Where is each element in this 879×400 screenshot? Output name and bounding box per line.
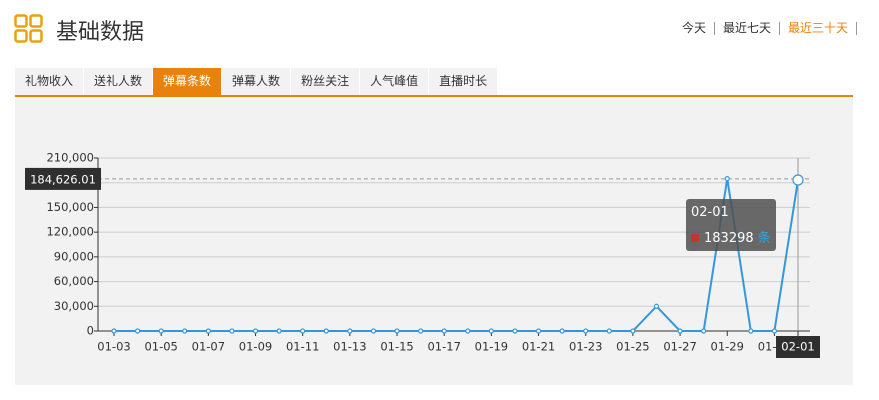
data-point: [252, 328, 259, 334]
y-tick-label: 210,000: [46, 151, 94, 165]
tooltip: 02-01 183298 条: [686, 199, 776, 251]
x-tick-label: 01-23: [569, 340, 602, 354]
pointer-x-box: [776, 336, 820, 358]
y-tick-label: 0: [87, 324, 94, 338]
tooltip-value: 183298: [704, 231, 754, 246]
pointer-y-box: [25, 167, 101, 190]
data-point: [488, 328, 494, 334]
data-point: [724, 175, 730, 182]
data-point: [441, 328, 447, 334]
tab[interactable]: 礼物收入: [15, 68, 84, 95]
range-link[interactable]: 最近七天: [715, 22, 780, 35]
x-tick-label: 01-29: [711, 340, 744, 354]
x-tick-label: 01-07: [192, 340, 225, 354]
data-point: [370, 328, 377, 334]
data-point: [535, 328, 542, 334]
range-link[interactable]: 最近三十天: [780, 22, 857, 35]
y-tick-label: 90,000: [54, 249, 94, 263]
tab[interactable]: 弹幕人数: [222, 68, 291, 95]
tab[interactable]: 送礼人数: [84, 68, 153, 95]
tab[interactable]: 弹幕条数: [153, 68, 222, 95]
data-point: [134, 328, 141, 334]
data-point: [583, 328, 589, 334]
data-point: [748, 328, 754, 334]
x-tick-label: 01-19: [475, 340, 508, 354]
data-point: [229, 328, 235, 334]
x-tick-label: 01-11: [286, 340, 319, 354]
y-tick-label: 120,000: [46, 225, 94, 239]
data-point: [111, 328, 117, 334]
data-point: [465, 328, 471, 334]
y-tick-label: 150,000: [46, 200, 94, 214]
x-tick-label: 01-15: [380, 340, 413, 354]
y-tick-label: 60,000: [54, 274, 94, 288]
data-point: [394, 328, 400, 334]
pointer-y-label: 184,626.01: [30, 172, 96, 186]
tabs: 礼物收入 送礼人数 弹幕条数 弹幕人数 粉丝关注 人气峰值 直播时长: [15, 68, 853, 97]
x-tick-label: 01-09: [239, 340, 272, 354]
range-links: 今天 最近七天 最近三十天: [674, 22, 857, 35]
data-point: [606, 328, 612, 334]
tab[interactable]: 人气峰值: [360, 68, 429, 95]
data-point: [630, 328, 636, 334]
range-link[interactable]: 今天: [674, 22, 715, 35]
data-point: [158, 328, 164, 334]
y-tick-label: 30,000: [54, 299, 94, 313]
pointer-x-label: 02-01: [781, 340, 814, 354]
data-point: [653, 303, 660, 309]
x-tick-label: 01-17: [427, 340, 460, 354]
data-point: [559, 328, 565, 334]
data-point: [300, 328, 306, 334]
data-point: [677, 328, 683, 334]
data-point: [182, 328, 188, 334]
data-point: [512, 328, 518, 334]
x-tick-label: 01-27: [663, 340, 696, 354]
x-tick-label: 01-21: [522, 340, 555, 354]
data-point: [276, 328, 282, 334]
series-line: [114, 178, 799, 332]
x-tick-label: 01-13: [333, 340, 366, 354]
page-title: 基础数据: [56, 20, 145, 45]
logo-icon: [14, 14, 43, 43]
tooltip-row: 183298 条: [691, 227, 771, 246]
x-tick-label: 01-03: [97, 340, 130, 354]
data-point: [205, 328, 211, 334]
chart: 030,00060,00090,000120,000150,000180,000…: [25, 151, 820, 358]
tooltip-unit: 条: [757, 231, 771, 246]
tab[interactable]: 直播时长: [429, 68, 498, 95]
data-point: [771, 328, 778, 334]
data-point: [418, 328, 424, 334]
data-point: [347, 328, 353, 334]
tooltip-date: 02-01: [691, 205, 729, 220]
x-tick-label: 01-05: [144, 340, 177, 354]
tab[interactable]: 粉丝关注: [291, 68, 360, 95]
data-point: [323, 328, 329, 334]
data-point: [701, 328, 707, 334]
data-point: [792, 174, 804, 186]
x-tick-label: 01-25: [616, 340, 649, 354]
